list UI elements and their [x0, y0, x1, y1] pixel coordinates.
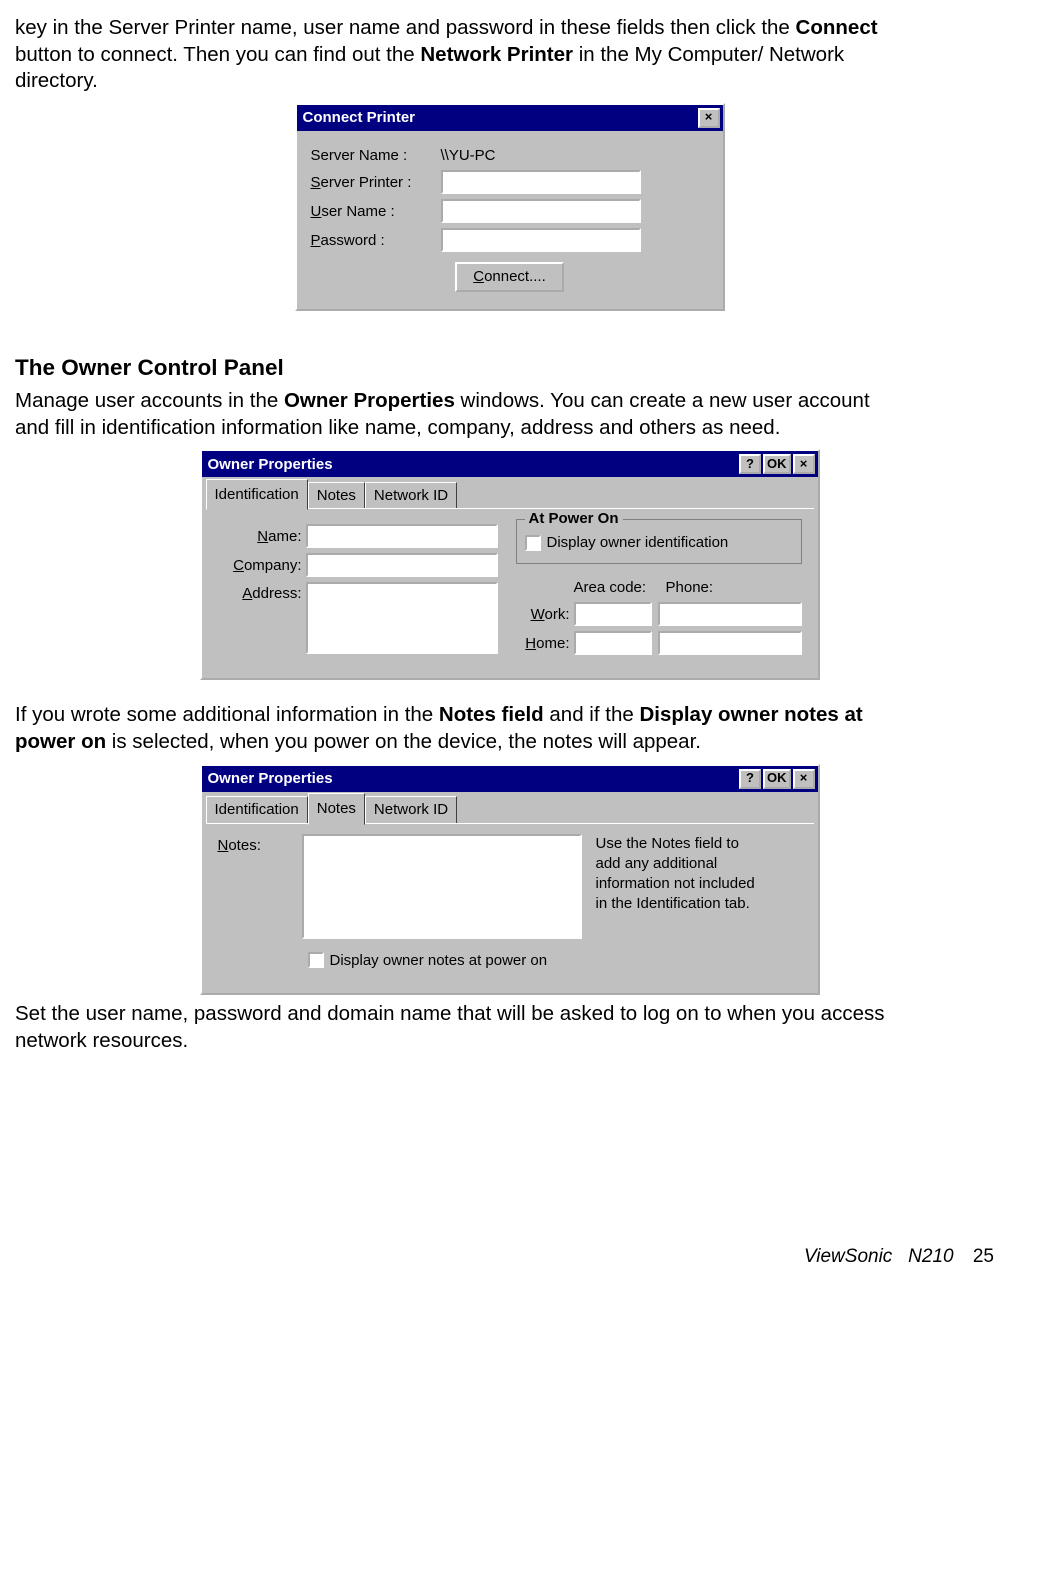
- address-label: Address:: [218, 582, 306, 604]
- close-icon[interactable]: ×: [793, 454, 815, 474]
- connect-printer-dialog: Connect Printer × Server Name : \\YU-PC …: [295, 103, 725, 311]
- home-phone-input[interactable]: [658, 631, 802, 655]
- name-label: Name:: [218, 527, 306, 547]
- tab-network-id[interactable]: Network ID: [365, 796, 457, 823]
- intro-paragraph: key in the Server Printer name, user nam…: [15, 15, 1004, 95]
- display-notes-checkbox[interactable]: [308, 952, 324, 968]
- connect-titlebar: Connect Printer ×: [297, 105, 723, 131]
- display-owner-id-label: Display owner identification: [547, 533, 729, 553]
- server-printer-label: Server Printer :: [311, 173, 441, 193]
- tab-network-id[interactable]: Network ID: [365, 482, 457, 509]
- page-footer: ViewSonic N210 25: [15, 1245, 1004, 1270]
- work-area-input[interactable]: [574, 602, 652, 626]
- notes-paragraph: If you wrote some additional information…: [15, 702, 1004, 755]
- intro-l2c: in the My Computer/ Network: [573, 43, 844, 66]
- display-notes-label: Display owner notes at power on: [330, 951, 548, 971]
- at-power-on-group: At Power On Display owner identification: [516, 519, 802, 564]
- phone-header: Phone:: [666, 578, 714, 598]
- at-power-on-title: At Power On: [525, 509, 623, 529]
- owner-ident-title: Owner Properties: [208, 455, 738, 475]
- owner-notes-titlebar: Owner Properties ? OK ×: [202, 766, 818, 792]
- area-code-header: Area code:: [574, 578, 666, 598]
- close-icon[interactable]: ×: [793, 769, 815, 789]
- server-name-label: Server Name :: [311, 146, 441, 166]
- server-name-value: \\YU-PC: [441, 146, 496, 166]
- intro-l3: directory.: [15, 69, 98, 92]
- user-name-input[interactable]: [441, 199, 641, 223]
- user-name-label: User Name :: [311, 202, 441, 222]
- owner-notes-title: Owner Properties: [208, 769, 738, 789]
- page-number: 25: [973, 1246, 994, 1267]
- footer-model: N210: [908, 1246, 953, 1267]
- intro-l2b: Network Printer: [420, 43, 573, 66]
- home-area-input[interactable]: [574, 631, 652, 655]
- footer-brand: ViewSonic: [804, 1246, 892, 1267]
- work-label: Work:: [516, 605, 574, 625]
- help-icon[interactable]: ?: [739, 769, 761, 789]
- server-printer-input[interactable]: [441, 170, 641, 194]
- tab-notes[interactable]: Notes: [308, 482, 365, 509]
- connect-button[interactable]: Connect....: [455, 262, 564, 292]
- owner-ident-titlebar: Owner Properties ? OK ×: [202, 451, 818, 477]
- section-heading: The Owner Control Panel: [15, 353, 1004, 382]
- tab-notes[interactable]: Notes: [308, 793, 365, 825]
- intro-l2a: button to connect. Then you can find out…: [15, 43, 420, 66]
- tab-identification[interactable]: Identification: [206, 479, 308, 511]
- company-label: Company:: [218, 556, 306, 576]
- company-input[interactable]: [306, 553, 498, 577]
- address-input[interactable]: [306, 582, 498, 654]
- network-id-paragraph: Set the user name, password and domain n…: [15, 1001, 1004, 1054]
- owner-properties-identification-dialog: Owner Properties ? OK × Identification N…: [200, 449, 820, 680]
- ok-button[interactable]: OK: [763, 769, 791, 789]
- name-input[interactable]: [306, 524, 498, 548]
- ok-button[interactable]: OK: [763, 454, 791, 474]
- password-label: Password :: [311, 231, 441, 251]
- home-label: Home:: [516, 634, 574, 654]
- intro-l1a: key in the Server Printer name, user nam…: [15, 16, 796, 39]
- close-icon[interactable]: ×: [698, 108, 720, 128]
- owner-properties-notes-dialog: Owner Properties ? OK × Identification N…: [200, 764, 820, 996]
- intro-l1b: Connect: [796, 16, 878, 39]
- notes-help-text: Use the Notes field to add any additiona…: [596, 834, 802, 915]
- display-owner-id-checkbox[interactable]: [525, 535, 541, 551]
- notes-label: Notes:: [218, 834, 288, 856]
- help-icon[interactable]: ?: [739, 454, 761, 474]
- owner-intro-paragraph: Manage user accounts in the Owner Proper…: [15, 388, 1004, 441]
- work-phone-input[interactable]: [658, 602, 802, 626]
- tab-identification[interactable]: Identification: [206, 796, 308, 823]
- password-input[interactable]: [441, 228, 641, 252]
- connect-title: Connect Printer: [303, 108, 696, 128]
- notes-input[interactable]: [302, 834, 582, 939]
